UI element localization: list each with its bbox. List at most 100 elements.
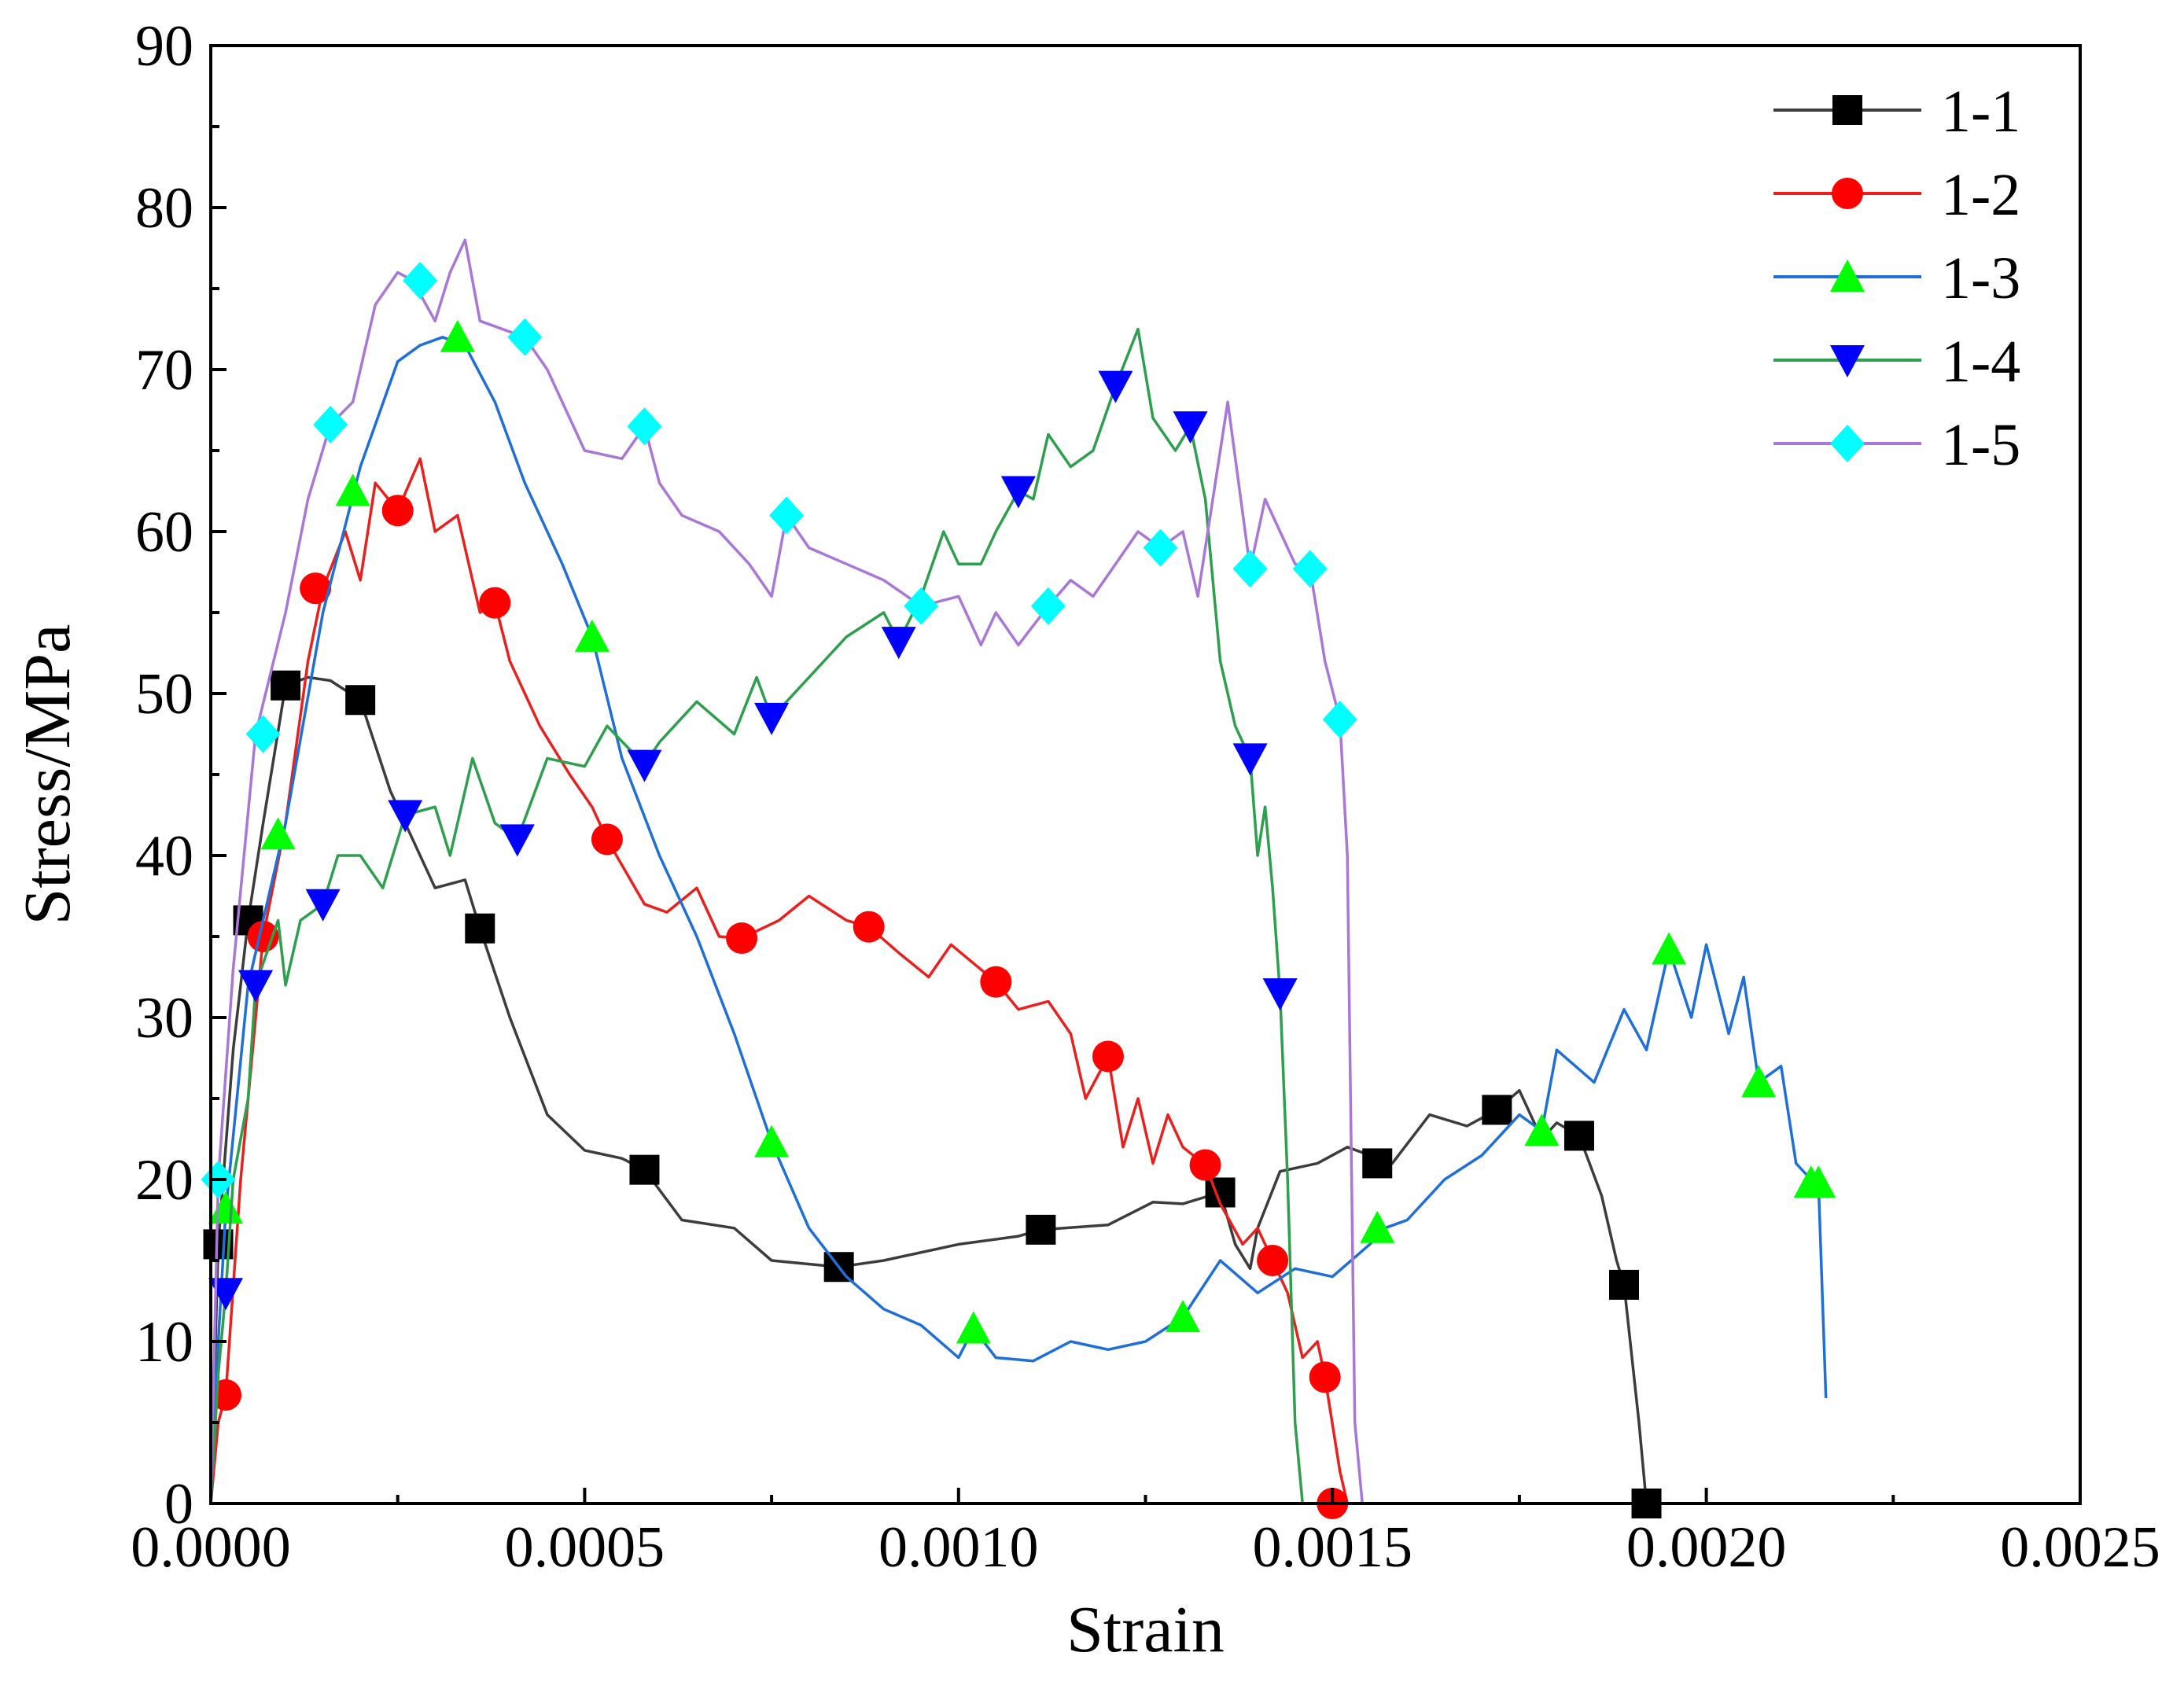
data-point-1-4 <box>1000 476 1036 509</box>
data-point-1-2 <box>1189 1149 1221 1181</box>
data-point-1-3 <box>335 473 370 506</box>
data-point-1-3 <box>956 1311 991 1344</box>
y-tick-label: 80 <box>135 176 193 241</box>
data-point-1-3 <box>1524 1113 1560 1146</box>
series-1-3 <box>208 319 1836 1504</box>
data-point-1-4 <box>238 970 274 1003</box>
y-tick-label: 50 <box>135 662 193 727</box>
x-tick-label: 0.0015 <box>1252 1515 1412 1580</box>
x-tick-label: 0.0010 <box>878 1515 1039 1580</box>
y-tick-label: 0 <box>164 1472 193 1537</box>
x-tick-label: 0.0005 <box>505 1515 665 1580</box>
series-1-2 <box>209 457 1349 1519</box>
data-point-1-2 <box>381 495 414 527</box>
legend-marker <box>1832 178 1863 209</box>
data-point-1-3 <box>440 319 475 352</box>
y-tick-label: 40 <box>135 824 193 889</box>
data-point-1-3 <box>754 1124 790 1157</box>
legend-entry-1-2: 1-2 <box>1773 162 2020 228</box>
data-point-1-4 <box>305 889 341 922</box>
legend-marker <box>1832 95 1862 125</box>
data-point-1-4 <box>881 627 916 660</box>
series-layer <box>201 238 1836 1519</box>
y-tick-label: 30 <box>135 986 193 1051</box>
legend-marker <box>1830 425 1865 462</box>
data-point-1-4 <box>754 702 790 735</box>
series-1-1 <box>203 670 1662 1518</box>
data-point-1-4 <box>1232 743 1268 776</box>
data-point-1-5 <box>507 318 543 356</box>
data-point-1-2 <box>980 966 1012 998</box>
data-point-1-1 <box>1026 1214 1056 1245</box>
data-point-1-2 <box>1257 1245 1289 1276</box>
data-point-1-4 <box>1173 411 1208 444</box>
data-point-1-5 <box>403 261 438 300</box>
y-tick-label: 20 <box>135 1148 193 1213</box>
data-point-1-4 <box>499 824 535 857</box>
legend-label: 1-3 <box>1941 245 2020 311</box>
y-tick-label: 90 <box>135 14 193 79</box>
data-point-1-3 <box>1801 1165 1836 1198</box>
data-point-1-1 <box>1609 1269 1640 1300</box>
legend-entry-1-1: 1-1 <box>1773 79 2020 145</box>
legend-label: 1-1 <box>1941 79 2020 145</box>
y-tick-label: 10 <box>135 1310 193 1375</box>
series-line-1-4 <box>209 327 1304 1504</box>
legend-label: 1-2 <box>1941 162 2020 228</box>
data-point-1-3 <box>574 619 610 652</box>
data-point-1-5 <box>245 715 281 753</box>
axis-layer: 0.0000 0.0005 0.0010 0.0015 0.0020 0.0025 0 10 2… <box>131 14 2160 1580</box>
data-point-1-3 <box>1741 1065 1777 1098</box>
data-point-1-1 <box>345 685 376 716</box>
data-point-1-3 <box>1166 1300 1201 1333</box>
data-point-1-5 <box>1292 550 1328 588</box>
data-point-1-4 <box>388 800 423 833</box>
legend-entry-1-4: 1-4 <box>1773 329 2020 395</box>
data-point-1-5 <box>1030 587 1066 625</box>
data-point-1-1 <box>465 913 495 944</box>
data-point-1-3 <box>1652 932 1687 965</box>
series-line-1-1 <box>209 675 1648 1504</box>
data-point-1-4 <box>627 749 662 782</box>
data-point-1-4 <box>1098 370 1133 403</box>
data-point-1-2 <box>853 911 885 943</box>
series-1-5 <box>201 238 1364 1504</box>
data-point-1-1 <box>1362 1148 1393 1179</box>
data-point-1-5 <box>1143 528 1178 567</box>
series-line-1-2 <box>209 457 1349 1504</box>
x-tick-label: 0.0020 <box>1626 1515 1787 1580</box>
data-point-1-1 <box>1482 1095 1512 1125</box>
data-point-1-1 <box>629 1154 660 1185</box>
data-point-1-2 <box>479 587 511 619</box>
legend: 1-1 1-2 1-3 1-4 1-5 <box>1773 79 2020 478</box>
data-point-1-5 <box>627 407 662 446</box>
data-point-1-5 <box>313 406 348 444</box>
legend-entry-1-3: 1-3 <box>1773 245 2020 311</box>
y-axis-title: Stress/MPa <box>11 624 84 926</box>
legend-marker <box>1830 259 1865 292</box>
data-point-1-3 <box>260 817 296 850</box>
data-point-1-2 <box>726 922 758 955</box>
data-point-1-2 <box>591 823 623 856</box>
data-point-1-1 <box>271 670 301 701</box>
data-point-1-2 <box>300 572 332 605</box>
legend-label: 1-4 <box>1941 329 2020 395</box>
data-point-1-5 <box>769 496 805 535</box>
y-tick-label: 70 <box>135 338 193 403</box>
data-point-1-4 <box>1262 978 1298 1011</box>
legend-marker <box>1830 345 1865 377</box>
y-tick-label: 60 <box>135 500 193 565</box>
data-point-1-2 <box>1092 1040 1124 1073</box>
x-tick-label: 0.0025 <box>2000 1515 2160 1580</box>
x-tick-label: 0.0000 <box>131 1515 291 1580</box>
data-point-1-5 <box>1232 550 1268 588</box>
data-point-1-5 <box>904 587 939 625</box>
legend-entry-1-5: 1-5 <box>1773 412 2020 478</box>
data-point-1-2 <box>1309 1361 1341 1393</box>
data-point-1-3 <box>1360 1210 1395 1243</box>
x-axis-title: Strain <box>1066 1593 1225 1666</box>
data-point-1-1 <box>1563 1121 1594 1151</box>
data-point-1-5 <box>1322 700 1357 738</box>
